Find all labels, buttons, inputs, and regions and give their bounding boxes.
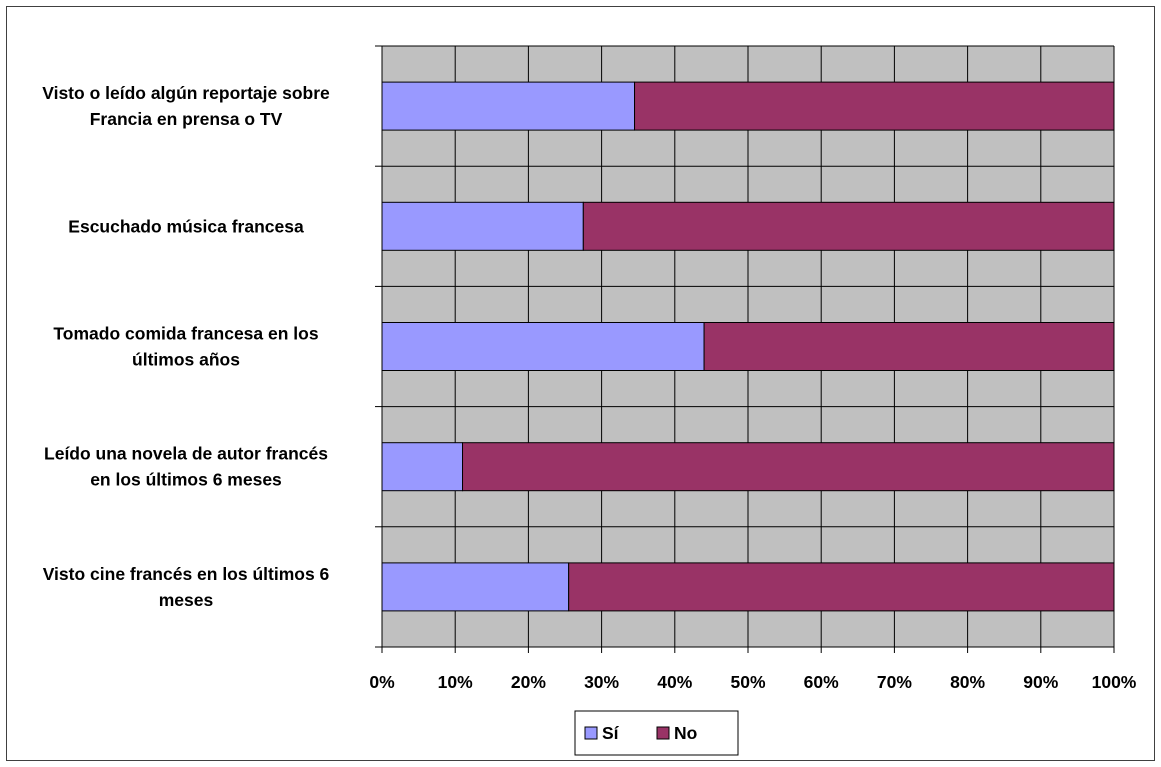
category-label-2: Escuchado música francesa [68, 216, 304, 236]
bar-si-2 [381, 201, 584, 251]
category-label-3: Tomado comida francesa en los últimos año… [53, 324, 318, 370]
bar-no-3 [703, 322, 1115, 371]
bar-no-1 [634, 81, 1115, 131]
x-tick-label: 0% [369, 672, 395, 692]
x-tick-label: 10% [438, 672, 473, 692]
x-tick-label: 40% [657, 672, 692, 692]
category-label-4: Leído una novela de autor francés en los … [44, 444, 328, 490]
bar-si-3 [381, 322, 705, 371]
bar-no-2 [582, 201, 1115, 251]
category-label-1: Visto o leído algún reportaje sobre Franc… [42, 83, 330, 129]
x-tick-label: 70% [877, 672, 912, 692]
bar-si-5 [381, 562, 570, 612]
x-tick-label: 80% [950, 672, 985, 692]
bar-no-4 [462, 442, 1115, 492]
x-tick-label: 30% [584, 672, 619, 692]
legend-swatch-si [584, 726, 598, 740]
x-tick-label: 90% [1023, 672, 1058, 692]
bar-si-1 [381, 81, 636, 131]
bar-no-5 [568, 562, 1115, 612]
x-tick-label: 60% [804, 672, 839, 692]
bar-si-4 [381, 442, 464, 492]
category-label-5: Visto cine francés en los últimos 6 meses [43, 564, 330, 610]
legend-label-no: No [674, 723, 697, 743]
legend-swatch-no [656, 726, 670, 740]
x-tick-label: 20% [511, 672, 546, 692]
legend-label-si: Sí [602, 723, 620, 743]
x-tick-label: 50% [730, 672, 765, 692]
x-tick-label: 100% [1092, 672, 1137, 692]
